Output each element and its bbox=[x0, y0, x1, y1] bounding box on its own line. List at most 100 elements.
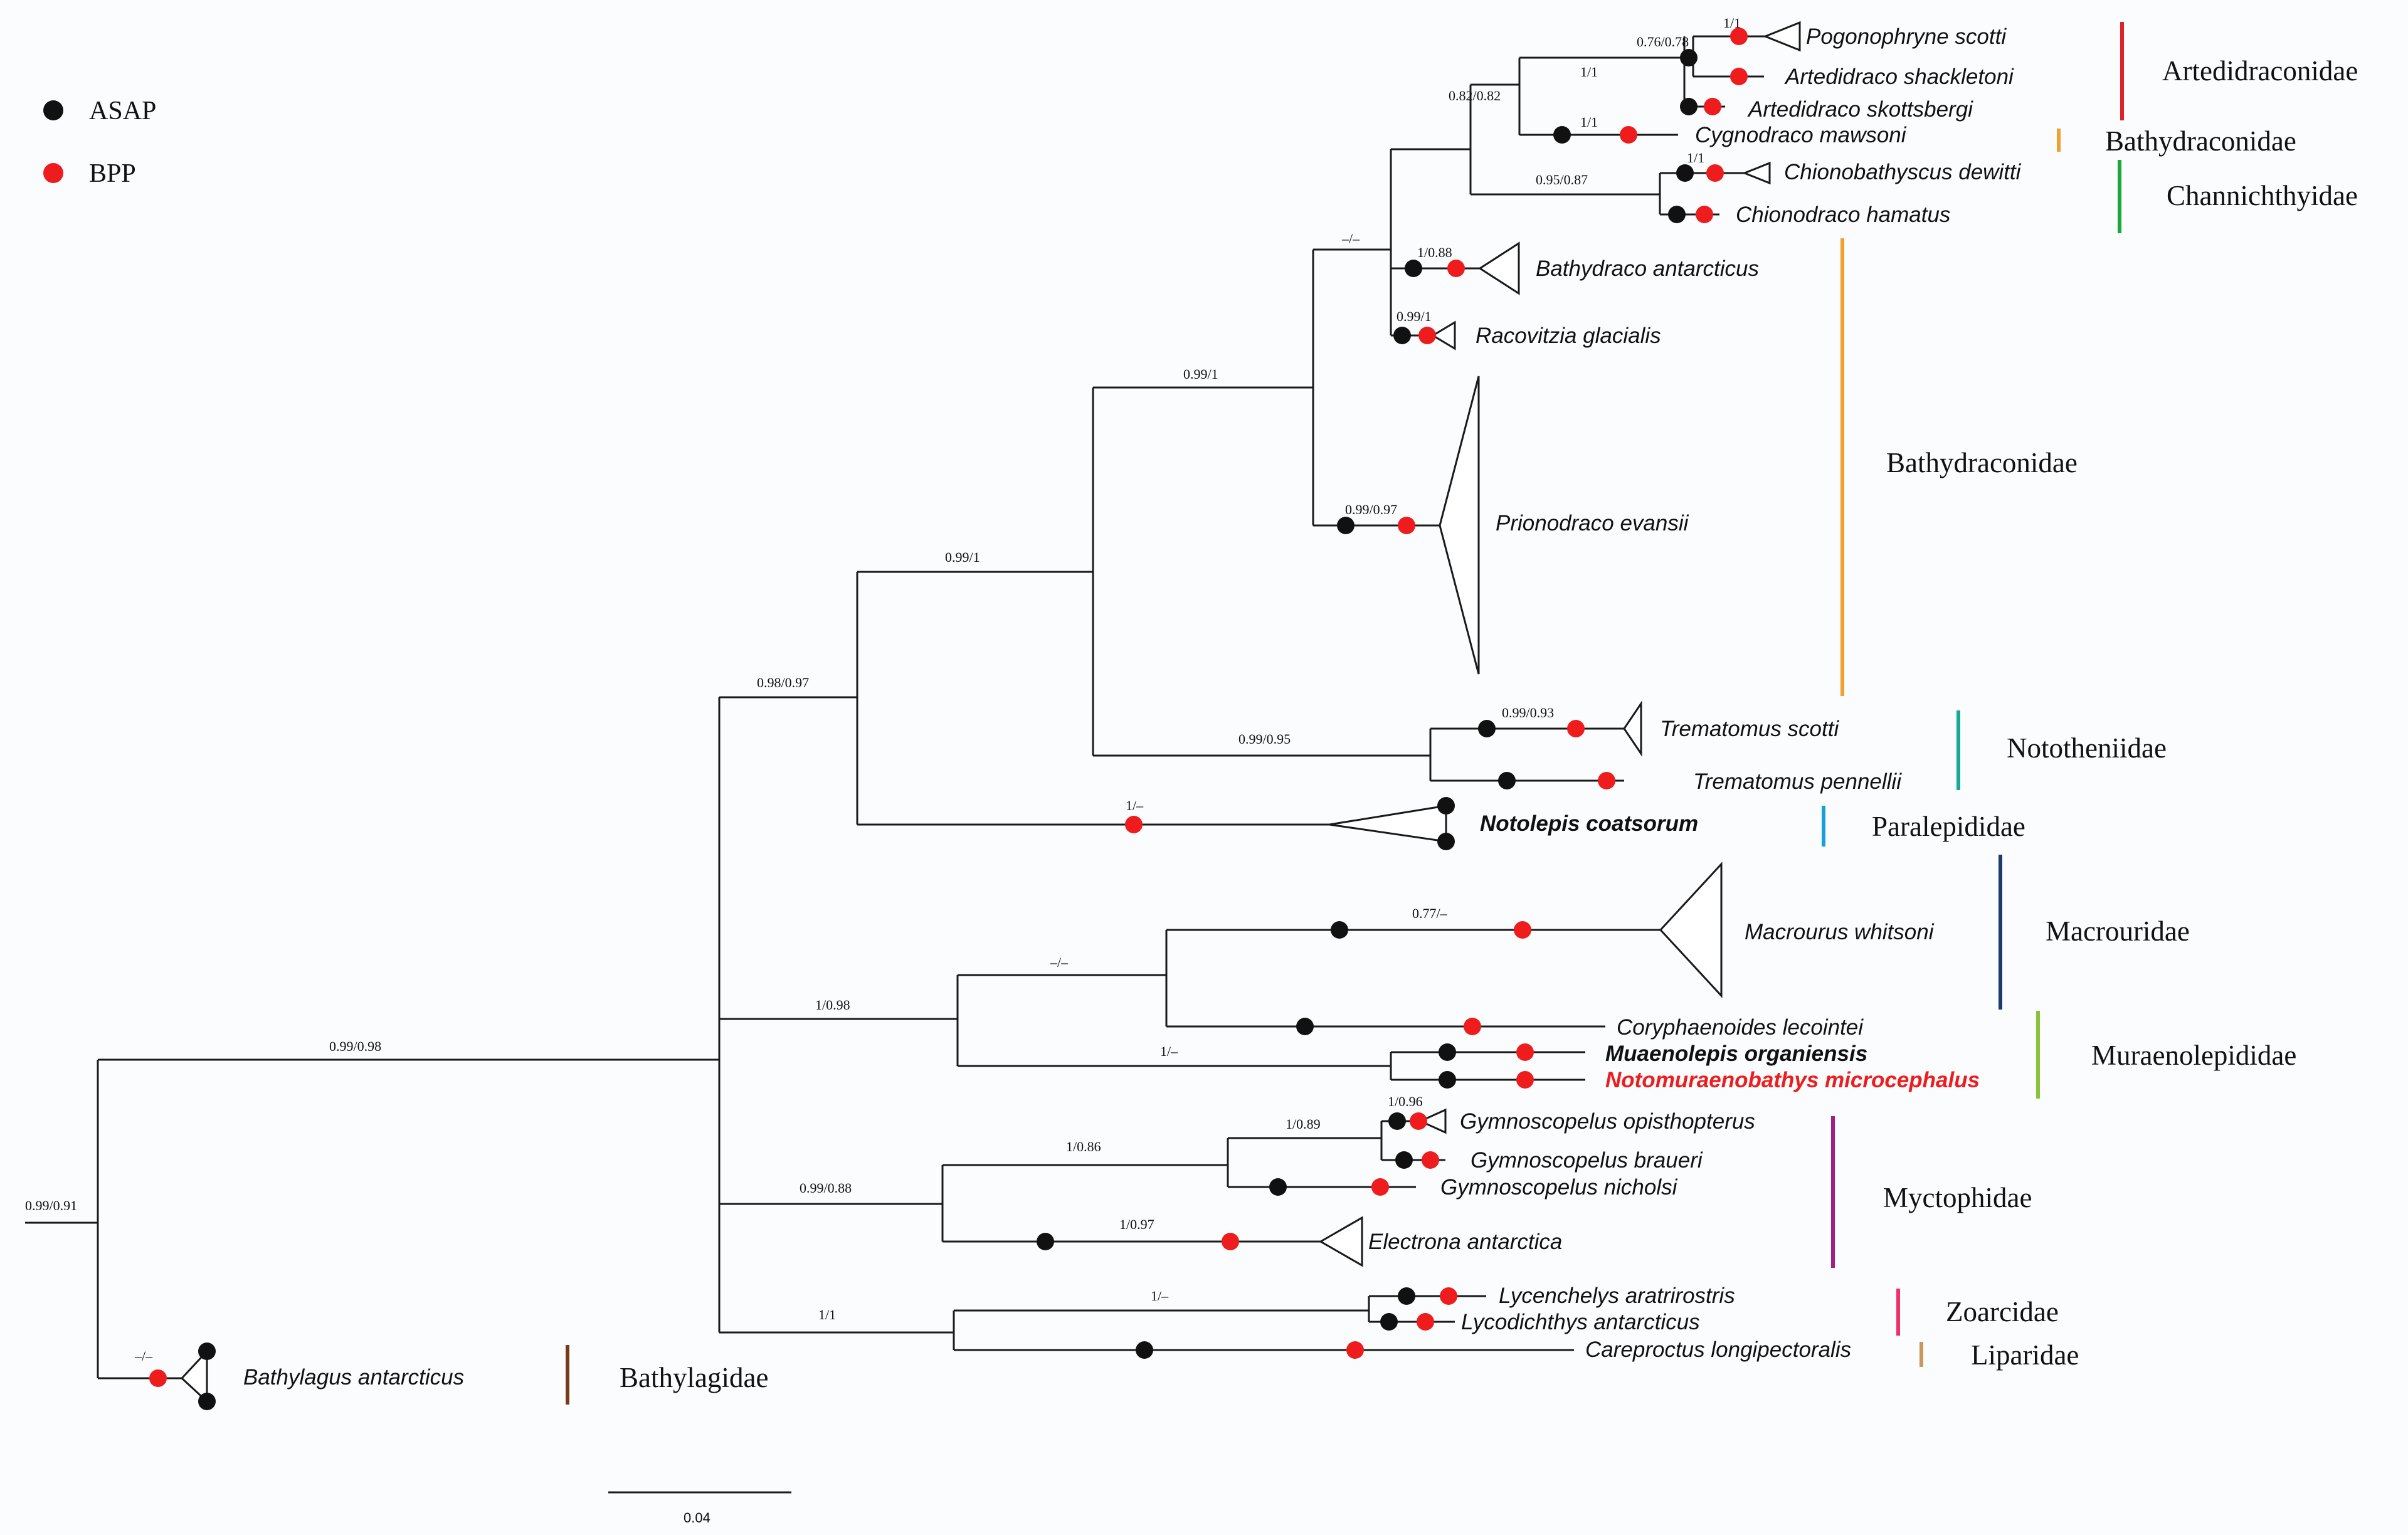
support-label: –/– bbox=[1050, 954, 1069, 970]
family-label: Bathydraconidae bbox=[1886, 447, 2078, 478]
triangle-notolepis bbox=[1329, 804, 1447, 843]
support-label: 0.99/0.91 bbox=[25, 1198, 77, 1213]
support-label: 0.99/1 bbox=[945, 549, 980, 565]
support-label: 0.99/0.93 bbox=[1502, 705, 1554, 720]
asap-dot bbox=[1437, 797, 1455, 815]
asap-dot bbox=[1296, 1018, 1314, 1035]
tree-branches bbox=[25, 35, 1765, 1379]
support-label: 1/1 bbox=[1723, 15, 1741, 31]
support-label: 0.99/1 bbox=[1183, 366, 1218, 382]
bpp-dot bbox=[1346, 1341, 1364, 1359]
taxon-label: Bathylagus antarcticus bbox=[243, 1365, 464, 1390]
taxon-label: Chionobathyscus dewitti bbox=[1784, 160, 2022, 184]
asap-dot bbox=[1680, 98, 1698, 115]
taxon-label: Lycodichthys antarcticus bbox=[1461, 1310, 1700, 1334]
legend-bpp-dot bbox=[43, 163, 63, 183]
asap-dot bbox=[1437, 833, 1455, 850]
support-label: 0.98/0.97 bbox=[757, 675, 809, 690]
support-label: 0.99/1 bbox=[1397, 309, 1432, 324]
taxon-label-highlighted: Notomuraenobathys microcephalus bbox=[1605, 1068, 1980, 1092]
triangle-macrourus bbox=[1659, 862, 1723, 998]
bpp-dot bbox=[1398, 517, 1415, 534]
family-label: Paralepididae bbox=[1872, 811, 2025, 842]
support-label: 1/1 bbox=[1580, 64, 1598, 80]
bpp-dot bbox=[1447, 260, 1465, 277]
scale-bar-label: 0.04 bbox=[684, 1510, 710, 1526]
triangle-electrona bbox=[1318, 1216, 1363, 1267]
family-label: Nototheniidae bbox=[2007, 732, 2167, 764]
asap-dot bbox=[1398, 1287, 1415, 1305]
bpp-dot bbox=[1125, 816, 1143, 833]
triangle-gym-opisthopterus bbox=[1418, 1108, 1447, 1134]
taxon-label: Electrona antarctica bbox=[1368, 1230, 1562, 1254]
family-label: Zoarcidae bbox=[1946, 1296, 2059, 1327]
asap-dot bbox=[198, 1393, 216, 1410]
asap-dot bbox=[1393, 327, 1411, 344]
support-label: 0.99/0.88 bbox=[800, 1180, 852, 1196]
legend: ASAP BPP bbox=[43, 97, 156, 188]
support-label: 1/– bbox=[1160, 1043, 1178, 1059]
family-label: Channichthyidae bbox=[2167, 180, 2358, 211]
asap-dot bbox=[1136, 1341, 1153, 1359]
asap-dot bbox=[1337, 517, 1354, 534]
asap-dot bbox=[1553, 126, 1571, 144]
asap-dot bbox=[1380, 1313, 1398, 1331]
triangle-bathydraco bbox=[1478, 241, 1520, 295]
taxon-label: Macrourus whitsoni bbox=[1745, 920, 1935, 944]
support-label: 1/1 bbox=[1687, 150, 1704, 166]
bpp-dot bbox=[1514, 921, 1531, 939]
taxon-label: Trematomus scotti bbox=[1660, 717, 1839, 741]
bpp-dot bbox=[1417, 1313, 1434, 1331]
asap-dot bbox=[1269, 1178, 1287, 1196]
taxon-label: Gymnoscopelus opisthopterus bbox=[1460, 1109, 1755, 1134]
bpp-dot bbox=[1730, 28, 1748, 45]
legend-asap-dot bbox=[43, 100, 63, 120]
support-label: 0.82/0.82 bbox=[1449, 88, 1501, 103]
support-label: 0.77/– bbox=[1412, 905, 1448, 921]
taxon-label: Coryphaenoides lecointei bbox=[1617, 1015, 1864, 1040]
support-label: 1/0.97 bbox=[1119, 1216, 1154, 1232]
support-label: 0.99/0.95 bbox=[1238, 731, 1291, 747]
taxon-label: Muaenolepis organiensis bbox=[1605, 1042, 1867, 1066]
asap-dot bbox=[198, 1342, 216, 1360]
asap-dot bbox=[1498, 772, 1516, 789]
legend-asap-label: ASAP bbox=[89, 97, 156, 125]
bpp-dot bbox=[1598, 772, 1615, 789]
asap-dot bbox=[1439, 1071, 1456, 1089]
asap-dot bbox=[1676, 164, 1694, 182]
legend-bpp-label: BPP bbox=[89, 159, 136, 188]
support-label: 1/– bbox=[1151, 1288, 1169, 1304]
family-label: Liparidae bbox=[1971, 1339, 2079, 1371]
family-label: Bathylagidae bbox=[620, 1362, 768, 1393]
support-label: 0.95/0.87 bbox=[1536, 172, 1588, 187]
triangle-prionodraco bbox=[1439, 376, 1480, 675]
family-label: Macrouridae bbox=[2046, 915, 2190, 947]
support-label: 1/0.96 bbox=[1388, 1094, 1423, 1109]
family-label: Artedidraconidae bbox=[2162, 55, 2358, 87]
family-label: Myctophidae bbox=[1883, 1182, 2032, 1213]
bpp-dot bbox=[1706, 164, 1724, 182]
bpp-dot bbox=[1440, 1287, 1457, 1305]
scale-bar: 0.04 bbox=[608, 1491, 791, 1526]
asap-dot bbox=[1388, 1112, 1406, 1130]
bpp-dot bbox=[1567, 720, 1585, 737]
asap-dot bbox=[1395, 1151, 1413, 1169]
bpp-dot bbox=[1464, 1018, 1481, 1035]
support-label: 1/0.88 bbox=[1417, 245, 1452, 260]
asap-dot bbox=[1331, 921, 1348, 939]
support-label: 0.99/0.98 bbox=[329, 1038, 381, 1054]
support-label: 1/– bbox=[1126, 798, 1144, 813]
support-label: –/– bbox=[1341, 231, 1360, 246]
bpp-dot bbox=[1516, 1071, 1534, 1089]
bpp-dot bbox=[149, 1369, 167, 1387]
support-label: 1/1 bbox=[818, 1307, 836, 1322]
taxon-label: Lycenchelys aratrirostris bbox=[1499, 1284, 1735, 1308]
triangle-trematomus-scotti bbox=[1623, 700, 1642, 757]
support-label: –/– bbox=[134, 1348, 153, 1364]
support-values: 0.99/0.91 –/– 0.99/0.98 0.98/0.97 0.99/1… bbox=[25, 15, 1741, 1364]
taxon-label: Cygnodraco mawsoni bbox=[1695, 123, 1907, 147]
bpp-dot bbox=[1704, 98, 1721, 115]
taxon-label: Racovitzia glacialis bbox=[1476, 324, 1661, 348]
